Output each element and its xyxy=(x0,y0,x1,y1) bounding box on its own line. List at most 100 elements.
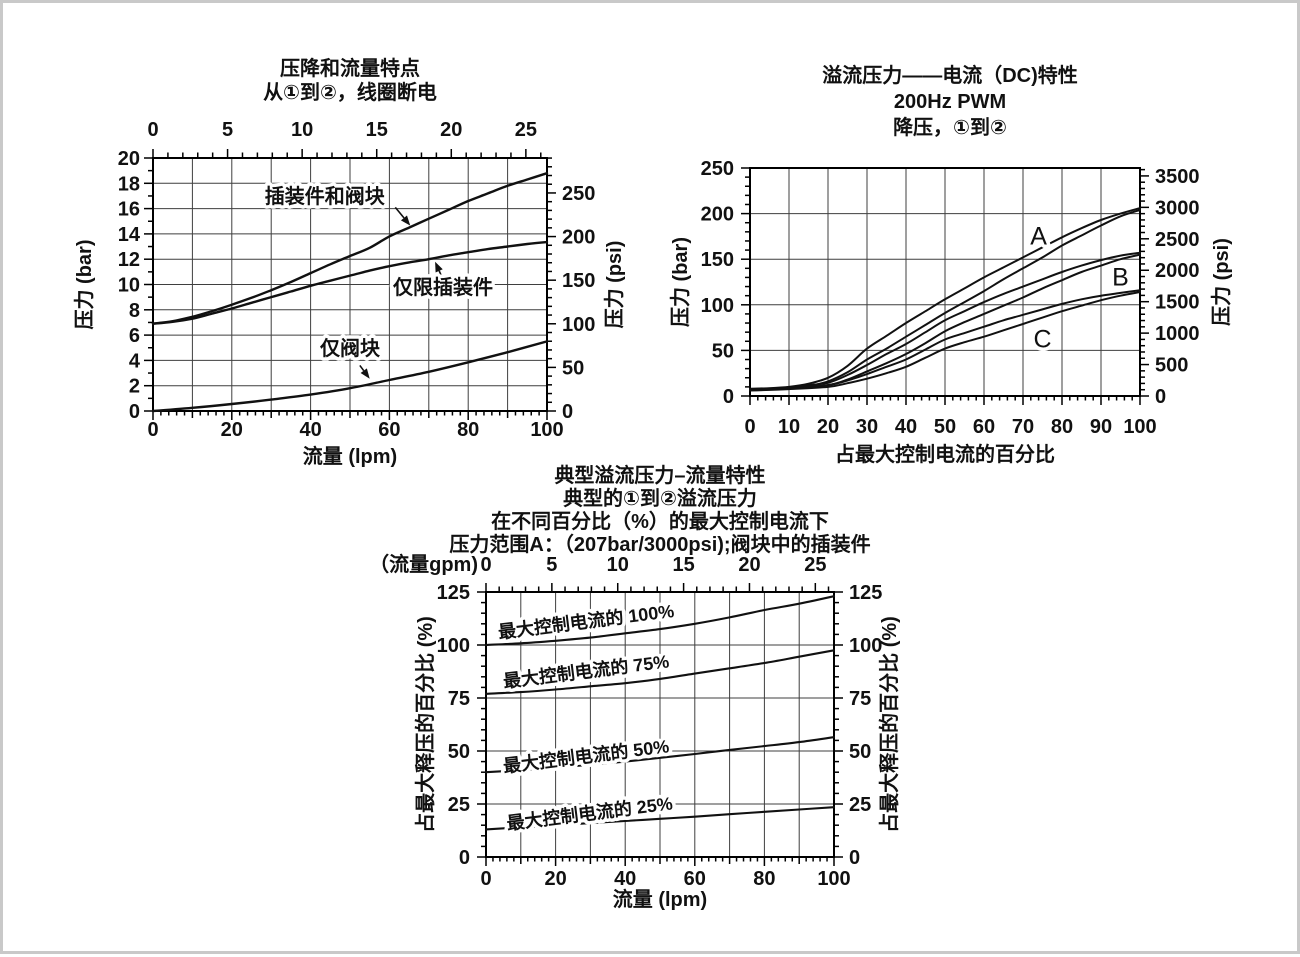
title-line: 溢流压力——电流（DC)特性 xyxy=(822,65,1078,87)
annotation-arrow-line xyxy=(359,364,365,372)
x-tick-label: 80 xyxy=(1051,416,1073,438)
chart-title-relief-pressure-flow: 典型溢流压力–流量特性 典型的①到②溢流压力 在不同百分比（%）的最大控制电流下… xyxy=(360,465,960,557)
y2-tick-label: 250 xyxy=(562,183,595,205)
chart-relief-pressure-current: 0 10 20 30 40 50 60 70 80 90 100 占最大控制电流的百分比 0 50 100 1… xyxy=(669,158,1233,466)
y-tick-label: 16 xyxy=(118,199,140,221)
y-tick-label: 100 xyxy=(701,295,734,317)
x-tick-label: 60 xyxy=(378,419,400,441)
x-tick-label: 20 xyxy=(221,419,243,441)
y-tick-label: 2 xyxy=(129,376,140,398)
curve-label: 最大控制电流的 75% xyxy=(502,650,670,691)
top-tick-label: 15 xyxy=(672,554,694,576)
top-tick-label: 15 xyxy=(366,119,388,141)
annotation-arrow-head xyxy=(360,368,370,379)
x-tick-label: 90 xyxy=(1090,416,1112,438)
y-tick-label: 25 xyxy=(448,794,470,816)
curve-label: C xyxy=(1033,326,1051,354)
y2-tick-label: 3000 xyxy=(1155,197,1200,219)
x-tick-label: 50 xyxy=(934,416,956,438)
y2-axis-label: 压力 (psi) xyxy=(603,241,626,329)
y-tick-label: 0 xyxy=(129,401,140,423)
x-axis-label: 流量 (lpm) xyxy=(303,444,397,468)
y-tick-label: 250 xyxy=(701,158,734,180)
top-tick-label: 5 xyxy=(222,119,233,141)
curve-cartridge-only xyxy=(151,240,549,325)
x-tick-label: 100 xyxy=(530,419,563,441)
y2-axis-label: 占最大释压的百分比 (%) xyxy=(877,616,901,833)
y2-tick-label: 25 xyxy=(849,794,871,816)
curve-cartridge-and-housing xyxy=(151,172,549,325)
y2-axis-label: 压力 (psi) xyxy=(1210,238,1233,326)
y-tick-label: 200 xyxy=(701,204,734,226)
y2-tick-label: 50 xyxy=(849,741,871,763)
y-axis-label: 压力 (bar) xyxy=(73,240,96,330)
y2-tick-label: 0 xyxy=(849,847,860,869)
y2-tick-label: 3500 xyxy=(1155,166,1200,188)
x-tick-label: 100 xyxy=(1123,416,1156,438)
y-tick-label: 14 xyxy=(118,224,141,246)
top-axis-label: （流量gpm) xyxy=(369,552,478,576)
y-axis-label: 占最大释压的百分比 (%) xyxy=(413,616,437,833)
top-tick-label: 20 xyxy=(738,554,760,576)
y-tick-label: 75 xyxy=(448,688,470,710)
chart-title-relief-pressure-current: 溢流压力——电流（DC)特性 200Hz PWM 降压，①到② xyxy=(750,63,1150,141)
annotation-arrow-line xyxy=(438,270,444,280)
y2-tick-label: 1500 xyxy=(1155,292,1200,314)
x-tick-label: 80 xyxy=(457,419,479,441)
y-tick-label: 4 xyxy=(129,350,141,372)
top-tick-label: 10 xyxy=(291,119,313,141)
x-tick-label: 0 xyxy=(147,419,158,441)
top-tick-label: 25 xyxy=(804,554,826,576)
top-tick-label: 20 xyxy=(440,119,462,141)
x-tick-label: 70 xyxy=(1012,416,1034,438)
title-line: 200Hz PWM xyxy=(893,91,1007,113)
x-axis-label: 占最大控制电流的百分比 xyxy=(835,442,1055,466)
curve-current-100 xyxy=(484,595,836,647)
y-tick-label: 150 xyxy=(701,249,734,271)
curve-current-75 xyxy=(484,649,836,695)
x-axis-label: 流量 (lpm) xyxy=(613,887,707,911)
y-axis-label: 压力 (bar) xyxy=(669,237,692,327)
y-tick-label: 18 xyxy=(118,173,140,195)
x-tick-label: 0 xyxy=(744,416,755,438)
title-line: 在不同百分比（%）的最大控制电流下 xyxy=(491,511,829,533)
curve-range-b-rising xyxy=(749,251,1141,391)
x-tick-label: 20 xyxy=(544,868,566,890)
y2-tick-label: 200 xyxy=(562,227,595,249)
curve-label: 插装件和阀块 xyxy=(265,184,386,208)
curve-label: A xyxy=(1030,222,1047,250)
x-tick-label: 0 xyxy=(480,868,491,890)
top-tick-label: 0 xyxy=(480,554,491,576)
curve-label: 最大控制电流的 25% xyxy=(505,792,673,833)
curve-range-c-rising xyxy=(749,289,1141,391)
y2-tick-label: 50 xyxy=(562,357,584,379)
y-tick-label: 50 xyxy=(712,340,734,362)
y-tick-label: 12 xyxy=(118,249,140,271)
y2-tick-label: 500 xyxy=(1155,355,1188,377)
title-line: 压力范围A：（207bar/3000psi);阀块中的插装件 xyxy=(449,534,871,556)
annotation-arrow-line xyxy=(394,206,405,219)
y2-tick-label: 0 xyxy=(562,401,573,423)
y-tick-label: 125 xyxy=(437,582,470,604)
x-tick-label: 40 xyxy=(299,419,321,441)
top-tick-label: 0 xyxy=(147,119,158,141)
curve-label: 最大控制电流的 100% xyxy=(497,600,675,642)
y-tick-label: 8 xyxy=(129,300,140,322)
y2-tick-label: 75 xyxy=(849,688,871,710)
title-line: 从①到②，线圈断电 xyxy=(263,82,437,104)
y2-tick-label: 0 xyxy=(1155,386,1166,408)
y-tick-label: 0 xyxy=(459,847,470,869)
top-tick-label: 25 xyxy=(515,119,537,141)
x-tick-label: 30 xyxy=(856,416,878,438)
curve-current-50 xyxy=(484,736,836,774)
y2-tick-label: 150 xyxy=(562,270,595,292)
y2-tick-label: 100 xyxy=(562,314,595,336)
x-tick-label: 100 xyxy=(817,868,850,890)
curve-range-a-rising xyxy=(749,207,1141,390)
x-tick-label: 60 xyxy=(684,868,706,890)
y-tick-label: 10 xyxy=(118,275,140,297)
y2-tick-label: 2500 xyxy=(1155,229,1200,251)
x-tick-label: 40 xyxy=(614,868,636,890)
